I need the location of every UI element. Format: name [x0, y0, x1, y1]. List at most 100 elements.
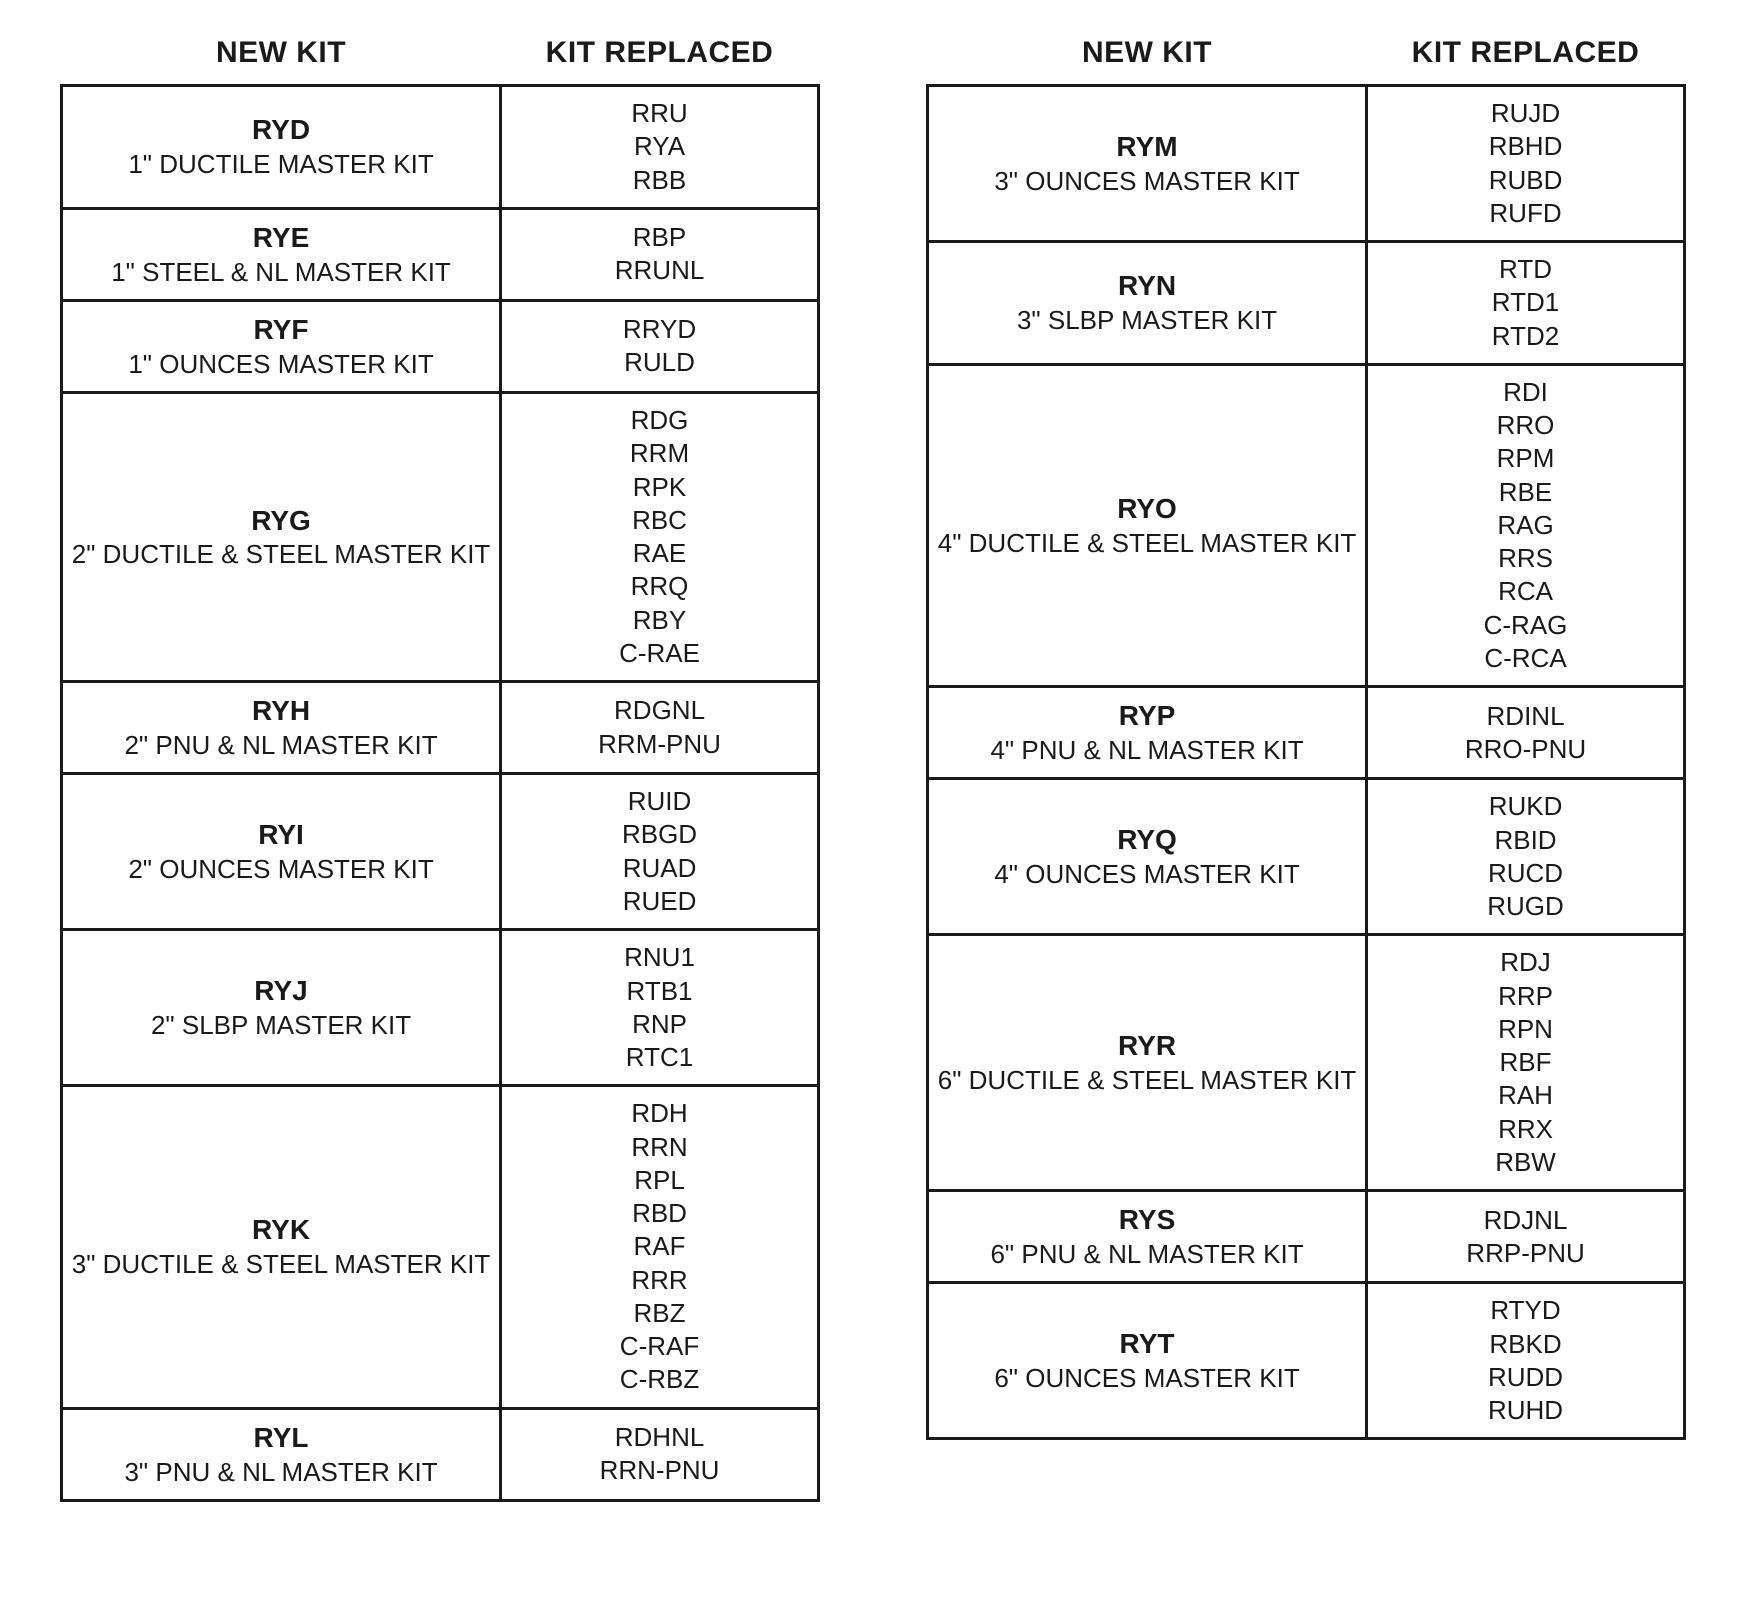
kit-description: 4" OUNCES MASTER KIT	[937, 858, 1357, 891]
kit-table-left: NEW KIT KIT REPLACED RYD1" DUCTILE MASTE…	[60, 30, 820, 1502]
replaced-code: RDHNL	[510, 1421, 809, 1454]
replaced-code: RRP	[1376, 980, 1675, 1013]
table-row: RYH2" PNU & NL MASTER KITRDGNLRRM-PNU	[62, 682, 819, 774]
kit-replaced-cell: RDIRRORPMRBERAGRRSRCAC-RAGC-RCA	[1367, 364, 1685, 686]
new-kit-cell: RYR6" DUCTILE & STEEL MASTER KIT	[928, 935, 1367, 1191]
kit-replaced-cell: RUJDRBHDRUBDRUFD	[1367, 86, 1685, 242]
table-row: RYT6" OUNCES MASTER KITRTYDRBKDRUDDRUHD	[928, 1283, 1685, 1439]
replaced-code: RDJNL	[1376, 1204, 1675, 1237]
kit-replaced-cell: RDGRRMRPKRBCRAERRQRBYC-RAE	[501, 392, 819, 681]
table-row: RYD1" DUCTILE MASTER KITRRURYARBB	[62, 86, 819, 209]
new-kit-cell: RYP4" PNU & NL MASTER KIT	[928, 687, 1367, 779]
replaced-code: RTB1	[510, 975, 809, 1008]
kit-replaced-cell: RDGNLRRM-PNU	[501, 682, 819, 774]
replaced-code: RRS	[1376, 542, 1675, 575]
replaced-code: RBY	[510, 604, 809, 637]
table-row: RYI2" OUNCES MASTER KITRUIDRBGDRUADRUED	[62, 774, 819, 930]
kit-code: RYG	[71, 503, 491, 539]
replaced-code: RUDD	[1376, 1361, 1675, 1394]
kit-description: 2" OUNCES MASTER KIT	[71, 853, 491, 886]
replaced-code: RUKD	[1376, 790, 1675, 823]
replaced-code: RUFD	[1376, 197, 1675, 230]
kit-code: RYN	[937, 268, 1357, 304]
table-header-row: NEW KIT KIT REPLACED	[928, 30, 1685, 86]
replaced-code: RNP	[510, 1008, 809, 1041]
replaced-code: RDH	[510, 1097, 809, 1130]
kit-replaced-cell: RDINLRRO-PNU	[1367, 687, 1685, 779]
kit-replaced-cell: RUIDRBGDRUADRUED	[501, 774, 819, 930]
replaced-code: RDINL	[1376, 700, 1675, 733]
kit-code: RYT	[937, 1326, 1357, 1362]
replaced-code: RRM	[510, 437, 809, 470]
replaced-code: RBD	[510, 1197, 809, 1230]
new-kit-cell: RYM3" OUNCES MASTER KIT	[928, 86, 1367, 242]
replaced-code: RRN-PNU	[510, 1454, 809, 1487]
kit-code: RYE	[71, 220, 491, 256]
kit-description: 2" PNU & NL MASTER KIT	[71, 729, 491, 762]
replaced-code: C-RAE	[510, 637, 809, 670]
kit-code: RYL	[71, 1420, 491, 1456]
kit-replaced-cell: RTDRTD1RTD2	[1367, 242, 1685, 365]
new-kit-cell: RYO4" DUCTILE & STEEL MASTER KIT	[928, 364, 1367, 686]
replaced-code: RUGD	[1376, 890, 1675, 923]
kit-replaced-cell: RDHNLRRN-PNU	[501, 1408, 819, 1500]
new-kit-cell: RYT6" OUNCES MASTER KIT	[928, 1283, 1367, 1439]
table-row: RYL3" PNU & NL MASTER KITRDHNLRRN-PNU	[62, 1408, 819, 1500]
replaced-code: RRX	[1376, 1113, 1675, 1146]
replaced-code: RRP-PNU	[1376, 1237, 1675, 1270]
replaced-code: RRO	[1376, 409, 1675, 442]
kit-description: 1" OUNCES MASTER KIT	[71, 348, 491, 381]
replaced-code: RUAD	[510, 852, 809, 885]
kit-description: 6" PNU & NL MASTER KIT	[937, 1238, 1357, 1271]
kit-replaced-cell: RUKDRBIDRUCDRUGD	[1367, 779, 1685, 935]
replaced-code: RAE	[510, 537, 809, 570]
replaced-code: RBE	[1376, 476, 1675, 509]
kit-replaced-cell: RDHRRNRPLRBDRAFRRRRBZC-RAFC-RBZ	[501, 1086, 819, 1408]
kit-description: 4" PNU & NL MASTER KIT	[937, 734, 1357, 767]
kit-code: RYP	[937, 698, 1357, 734]
replaced-code: RPL	[510, 1164, 809, 1197]
kit-description: 1" STEEL & NL MASTER KIT	[71, 256, 491, 289]
replaced-code: RUED	[510, 885, 809, 918]
new-kit-cell: RYS6" PNU & NL MASTER KIT	[928, 1191, 1367, 1283]
kit-table-right: NEW KIT KIT REPLACED RYM3" OUNCES MASTER…	[926, 30, 1686, 1440]
replaced-code: RPK	[510, 471, 809, 504]
replaced-code: RCA	[1376, 575, 1675, 608]
replaced-code: RTD1	[1376, 286, 1675, 319]
kit-description: 3" SLBP MASTER KIT	[937, 304, 1357, 337]
replaced-code: C-RAF	[510, 1330, 809, 1363]
kit-description: 2" DUCTILE & STEEL MASTER KIT	[71, 538, 491, 571]
kit-code: RYS	[937, 1202, 1357, 1238]
replaced-code: RBB	[510, 164, 809, 197]
replaced-code: RRO-PNU	[1376, 733, 1675, 766]
replaced-code: RDG	[510, 404, 809, 437]
kit-description: 3" OUNCES MASTER KIT	[937, 165, 1357, 198]
new-kit-cell: RYQ4" OUNCES MASTER KIT	[928, 779, 1367, 935]
replaced-code: RDI	[1376, 376, 1675, 409]
replaced-code: RUID	[510, 785, 809, 818]
replaced-code: RTD	[1376, 253, 1675, 286]
replaced-code: RBID	[1376, 824, 1675, 857]
replaced-code: RNU1	[510, 941, 809, 974]
new-kit-cell: RYI2" OUNCES MASTER KIT	[62, 774, 501, 930]
kit-code: RYF	[71, 312, 491, 348]
table-row: RYQ4" OUNCES MASTER KITRUKDRBIDRUCDRUGD	[928, 779, 1685, 935]
replaced-code: RBHD	[1376, 130, 1675, 163]
replaced-code: RBZ	[510, 1297, 809, 1330]
header-new-kit: NEW KIT	[62, 30, 501, 86]
kit-code: RYQ	[937, 822, 1357, 858]
table-row: RYO4" DUCTILE & STEEL MASTER KITRDIRRORP…	[928, 364, 1685, 686]
kit-code: RYJ	[71, 973, 491, 1009]
new-kit-cell: RYH2" PNU & NL MASTER KIT	[62, 682, 501, 774]
header-new-kit: NEW KIT	[928, 30, 1367, 86]
table-body-right: RYM3" OUNCES MASTER KITRUJDRBHDRUBDRUFDR…	[928, 86, 1685, 1439]
table-header-row: NEW KIT KIT REPLACED	[62, 30, 819, 86]
kit-code: RYO	[937, 491, 1357, 527]
table-row: RYJ2" SLBP MASTER KITRNU1RTB1RNPRTC1	[62, 930, 819, 1086]
kit-code: RYH	[71, 693, 491, 729]
table-row: RYR6" DUCTILE & STEEL MASTER KITRDJRRPRP…	[928, 935, 1685, 1191]
table-row: RYM3" OUNCES MASTER KITRUJDRBHDRUBDRUFD	[928, 86, 1685, 242]
right-column: NEW KIT KIT REPLACED RYM3" OUNCES MASTER…	[926, 30, 1686, 1502]
table-row: RYF1" OUNCES MASTER KITRRYDRULD	[62, 300, 819, 392]
replaced-code: RAF	[510, 1230, 809, 1263]
